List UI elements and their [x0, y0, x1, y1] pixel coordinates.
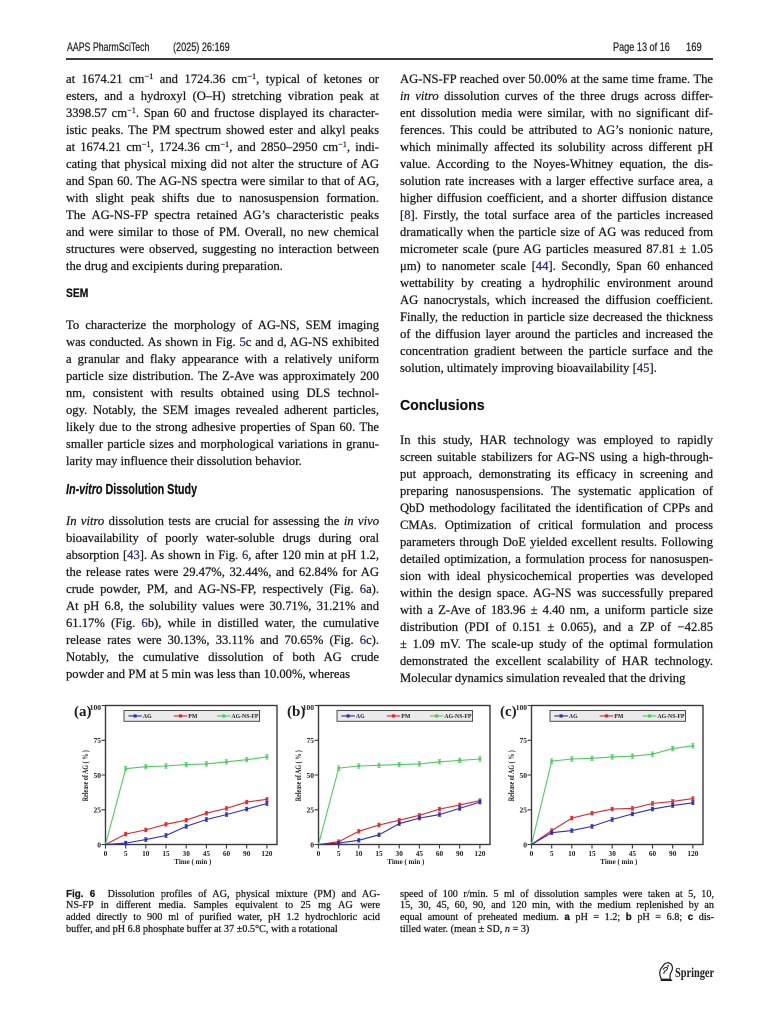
- svg-text:25: 25: [520, 806, 528, 815]
- svg-text:50: 50: [520, 771, 528, 780]
- svg-text:50: 50: [94, 771, 102, 780]
- svg-text:AG: AG: [143, 714, 152, 720]
- svg-text:75: 75: [307, 736, 315, 745]
- svg-text:0: 0: [97, 840, 101, 849]
- svg-text:AG-NS-FP: AG-NS-FP: [657, 714, 685, 720]
- svg-text:(b): (b): [287, 704, 305, 720]
- svg-text:Release of AG ( % ): Release of AG ( % ): [507, 750, 516, 801]
- svg-text:AG: AG: [356, 714, 365, 720]
- svg-text:AG-NS-FP: AG-NS-FP: [444, 714, 472, 720]
- svg-text:0: 0: [310, 840, 314, 849]
- svg-text:25: 25: [94, 806, 102, 815]
- svg-text:100: 100: [303, 703, 315, 712]
- svg-text:75: 75: [94, 736, 102, 745]
- svg-text:100: 100: [90, 703, 102, 712]
- svg-text:(c): (c): [500, 704, 517, 720]
- svg-text:PM: PM: [401, 714, 411, 720]
- svg-text:AG: AG: [569, 714, 578, 720]
- svg-text:Time ( min ): Time ( min ): [387, 858, 425, 866]
- svg-text:100: 100: [516, 703, 528, 712]
- svg-text:0: 0: [523, 840, 527, 849]
- svg-text:(a): (a): [74, 704, 92, 720]
- svg-text:25: 25: [307, 806, 315, 815]
- svg-text:Springer: Springer: [675, 964, 715, 980]
- svg-text:Time ( min ): Time ( min ): [600, 858, 638, 866]
- svg-text:Time ( min ): Time ( min ): [174, 858, 212, 866]
- svg-text:PM: PM: [188, 714, 198, 720]
- svg-text:AG-NS-FP: AG-NS-FP: [231, 714, 259, 720]
- svg-text:75: 75: [520, 736, 528, 745]
- svg-text:Release of AG ( % ): Release of AG ( % ): [294, 750, 303, 801]
- svg-text:PM: PM: [614, 714, 624, 720]
- svg-text:50: 50: [307, 771, 315, 780]
- svg-text:Release of AG ( % ): Release of AG ( % ): [81, 750, 90, 801]
